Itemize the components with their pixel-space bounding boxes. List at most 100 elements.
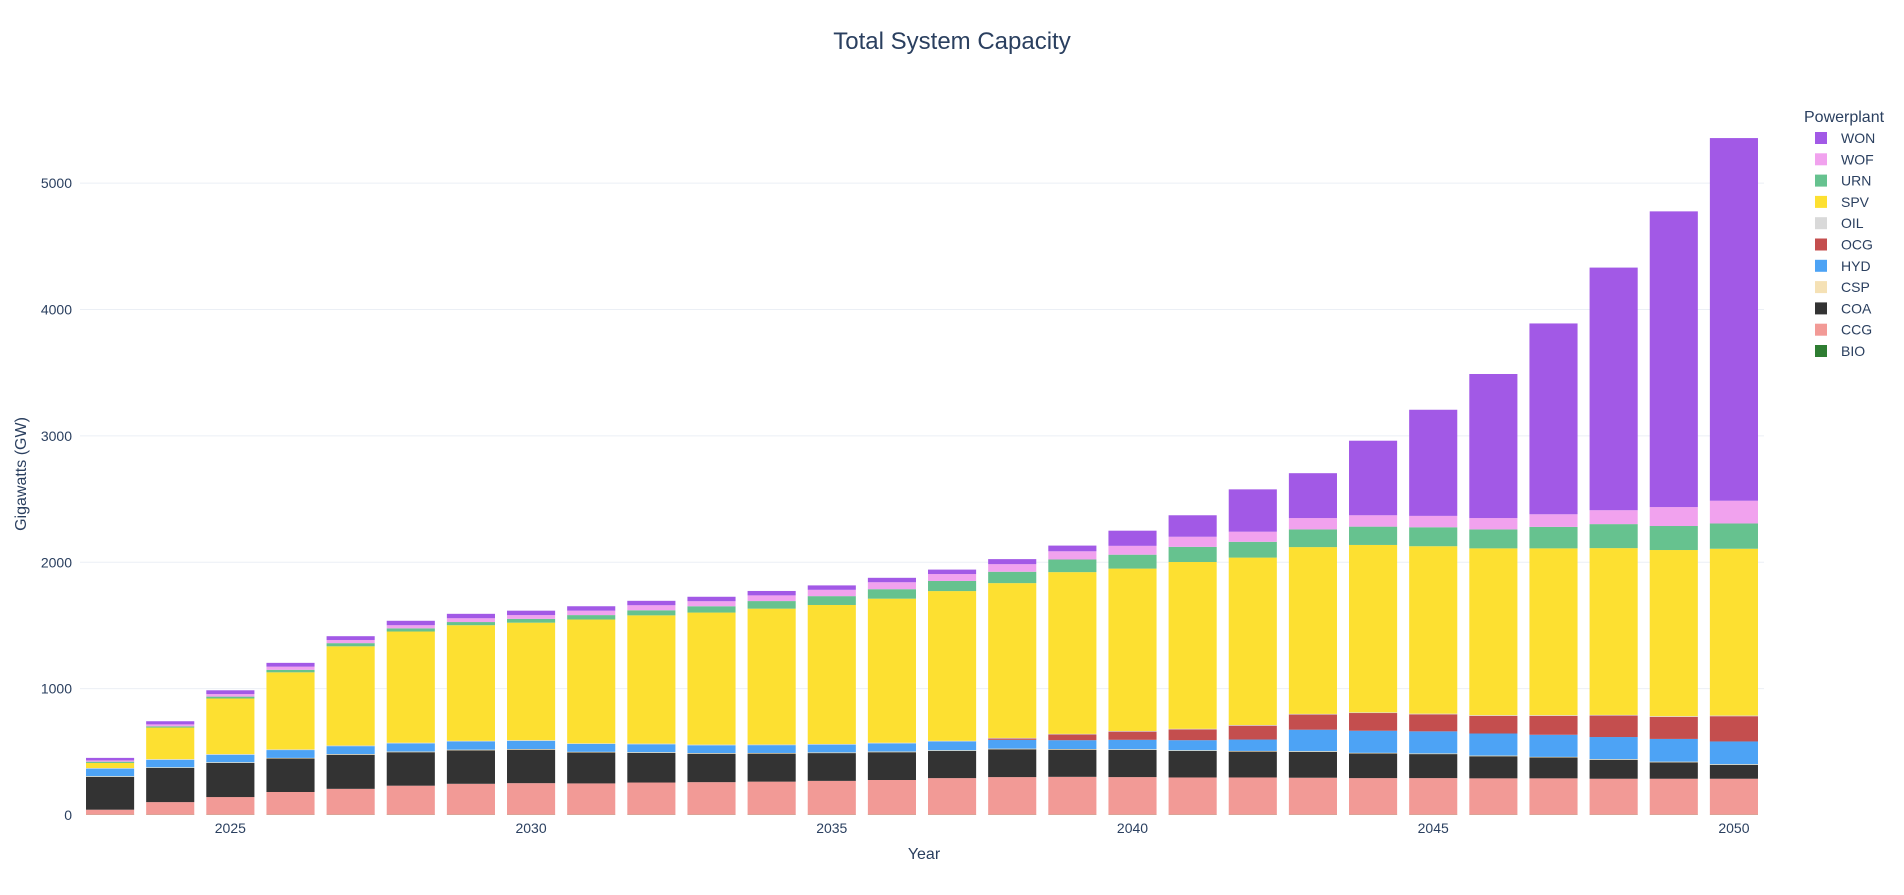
bar-wof-2034[interactable] bbox=[747, 595, 796, 602]
bar-oil-2050[interactable] bbox=[1709, 715, 1758, 717]
bar-won-2034[interactable] bbox=[747, 590, 796, 596]
bar-spv-2037[interactable] bbox=[928, 591, 977, 741]
bar-coa-2026[interactable] bbox=[266, 758, 315, 793]
bar-coa-2039[interactable] bbox=[1048, 749, 1097, 777]
bar-ccg-2036[interactable] bbox=[867, 779, 916, 815]
legend-item-bio[interactable]: BIO bbox=[1815, 343, 1865, 359]
bar-ccg-2045[interactable] bbox=[1409, 778, 1458, 815]
bar-urn-2030[interactable] bbox=[507, 618, 556, 623]
bar-urn-2026[interactable] bbox=[266, 669, 315, 673]
bar-urn-2025[interactable] bbox=[206, 696, 255, 699]
bar-urn-2035[interactable] bbox=[807, 596, 856, 605]
bar-won-2031[interactable] bbox=[567, 606, 616, 611]
bar-wof-2030[interactable] bbox=[507, 615, 556, 619]
bar-won-2027[interactable] bbox=[326, 636, 375, 640]
bar-ocg-2042[interactable] bbox=[1228, 725, 1277, 740]
bar-oil-2046[interactable] bbox=[1469, 715, 1518, 716]
bar-won-2038[interactable] bbox=[988, 559, 1037, 565]
bar-won-2025[interactable] bbox=[206, 690, 255, 695]
bar-wof-2042[interactable] bbox=[1228, 531, 1277, 542]
bar-wof-2049[interactable] bbox=[1649, 507, 1698, 527]
bar-ccg-2040[interactable] bbox=[1108, 777, 1157, 815]
bar-csp-2030[interactable] bbox=[507, 749, 556, 750]
bar-csp-2038[interactable] bbox=[988, 748, 1037, 750]
bar-csp-2026[interactable] bbox=[266, 757, 315, 759]
bar-won-2032[interactable] bbox=[627, 600, 676, 606]
bar-ccg-2033[interactable] bbox=[687, 782, 736, 815]
bar-oil-2031[interactable] bbox=[567, 743, 616, 744]
bar-ccg-2043[interactable] bbox=[1288, 777, 1337, 815]
bar-ocg-2039[interactable] bbox=[1048, 734, 1097, 741]
bar-coa-2033[interactable] bbox=[687, 753, 736, 783]
bar-csp-2043[interactable] bbox=[1288, 751, 1337, 752]
bar-wof-2026[interactable] bbox=[266, 666, 315, 670]
bar-won-2049[interactable] bbox=[1649, 211, 1698, 508]
bar-wof-2029[interactable] bbox=[446, 618, 495, 623]
legend-item-wof[interactable]: WOF bbox=[1815, 151, 1874, 167]
bar-coa-2031[interactable] bbox=[567, 752, 616, 784]
bar-oil-2048[interactable] bbox=[1589, 714, 1638, 716]
bar-wof-2038[interactable] bbox=[988, 564, 1037, 572]
bar-wof-2033[interactable] bbox=[687, 601, 736, 607]
bar-ccg-2030[interactable] bbox=[507, 783, 556, 815]
bar-ocg-2040[interactable] bbox=[1108, 731, 1157, 740]
bar-ccg-2023[interactable] bbox=[86, 809, 135, 815]
bar-csp-2042[interactable] bbox=[1228, 750, 1277, 752]
bar-coa-2030[interactable] bbox=[507, 749, 556, 784]
bar-wof-2024[interactable] bbox=[146, 724, 195, 727]
bar-coa-2025[interactable] bbox=[206, 762, 255, 798]
bar-coa-2046[interactable] bbox=[1469, 756, 1518, 779]
bar-ccg-2042[interactable] bbox=[1228, 777, 1277, 815]
bar-won-2040[interactable] bbox=[1108, 530, 1157, 546]
bar-urn-2024[interactable] bbox=[146, 726, 195, 728]
bar-ccg-2049[interactable] bbox=[1649, 778, 1698, 815]
legend-item-urn[interactable]: URN bbox=[1815, 173, 1871, 189]
bar-csp-2031[interactable] bbox=[567, 751, 616, 753]
bar-wof-2045[interactable] bbox=[1409, 515, 1458, 528]
bar-won-2026[interactable] bbox=[266, 662, 315, 667]
bar-oil-2026[interactable] bbox=[266, 749, 315, 751]
bar-wof-2050[interactable] bbox=[1709, 500, 1758, 524]
bar-wof-2027[interactable] bbox=[326, 639, 375, 644]
bar-hyd-2047[interactable] bbox=[1529, 734, 1578, 757]
bar-hyd-2037[interactable] bbox=[928, 741, 977, 751]
bar-coa-2049[interactable] bbox=[1649, 762, 1698, 779]
bar-wof-2046[interactable] bbox=[1469, 518, 1518, 530]
bar-coa-2034[interactable] bbox=[747, 753, 796, 782]
bar-oil-2025[interactable] bbox=[206, 754, 255, 755]
bar-won-2047[interactable] bbox=[1529, 323, 1578, 515]
bar-csp-2029[interactable] bbox=[446, 749, 495, 751]
bar-hyd-2049[interactable] bbox=[1649, 738, 1698, 762]
bar-csp-2041[interactable] bbox=[1168, 750, 1217, 751]
bar-oil-2024[interactable] bbox=[146, 759, 195, 760]
bar-won-2050[interactable] bbox=[1709, 138, 1758, 501]
bar-spv-2039[interactable] bbox=[1048, 572, 1097, 734]
bar-coa-2045[interactable] bbox=[1409, 754, 1458, 779]
bar-hyd-2046[interactable] bbox=[1469, 733, 1518, 756]
bar-csp-2047[interactable] bbox=[1529, 756, 1578, 758]
bar-hyd-2024[interactable] bbox=[146, 759, 195, 768]
bar-spv-2047[interactable] bbox=[1529, 548, 1578, 716]
bar-hyd-2042[interactable] bbox=[1228, 739, 1277, 751]
bar-wof-2028[interactable] bbox=[386, 625, 435, 629]
bar-csp-2045[interactable] bbox=[1409, 753, 1458, 755]
bar-coa-2024[interactable] bbox=[146, 767, 195, 803]
bar-won-2036[interactable] bbox=[867, 577, 916, 583]
bar-hyd-2048[interactable] bbox=[1589, 737, 1638, 760]
bar-won-2045[interactable] bbox=[1409, 409, 1458, 516]
bar-spv-2034[interactable] bbox=[747, 608, 796, 745]
bar-hyd-2041[interactable] bbox=[1168, 740, 1217, 751]
bar-wof-2041[interactable] bbox=[1168, 536, 1217, 547]
bar-csp-2046[interactable] bbox=[1469, 755, 1518, 757]
bar-urn-2037[interactable] bbox=[928, 580, 977, 592]
bar-won-2033[interactable] bbox=[687, 596, 736, 602]
bar-won-2043[interactable] bbox=[1288, 473, 1337, 519]
bar-csp-2036[interactable] bbox=[867, 751, 916, 753]
bar-urn-2047[interactable] bbox=[1529, 526, 1578, 549]
bar-csp-2028[interactable] bbox=[386, 751, 435, 753]
bar-won-2028[interactable] bbox=[386, 620, 435, 626]
bar-wof-2044[interactable] bbox=[1349, 515, 1398, 527]
bar-wof-2025[interactable] bbox=[206, 694, 255, 697]
bar-spv-2036[interactable] bbox=[867, 598, 916, 743]
bar-ccg-2038[interactable] bbox=[988, 777, 1037, 815]
